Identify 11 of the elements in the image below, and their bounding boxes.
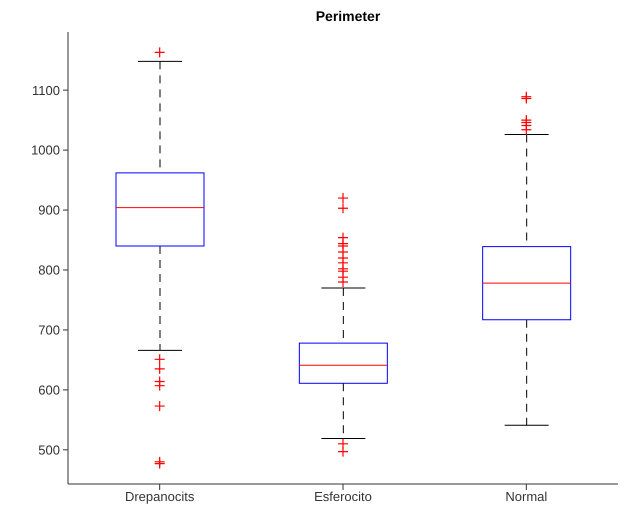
y-tick-label: 900 [38,202,60,218]
x-tick-label: Drepanocits [124,489,195,504]
y-tick-label: 1000 [31,142,60,158]
y-tick-label: 800 [38,262,60,278]
y-tick-label: 600 [38,382,60,398]
x-tick-label: Normal [505,489,548,504]
y-tick-label: 1100 [32,82,60,98]
y-tick-label: 700 [38,322,60,338]
chart-title: Perimeter [314,8,382,24]
x-tick-label: Esferocito [314,489,372,504]
y-tick-label: 500 [38,442,60,458]
